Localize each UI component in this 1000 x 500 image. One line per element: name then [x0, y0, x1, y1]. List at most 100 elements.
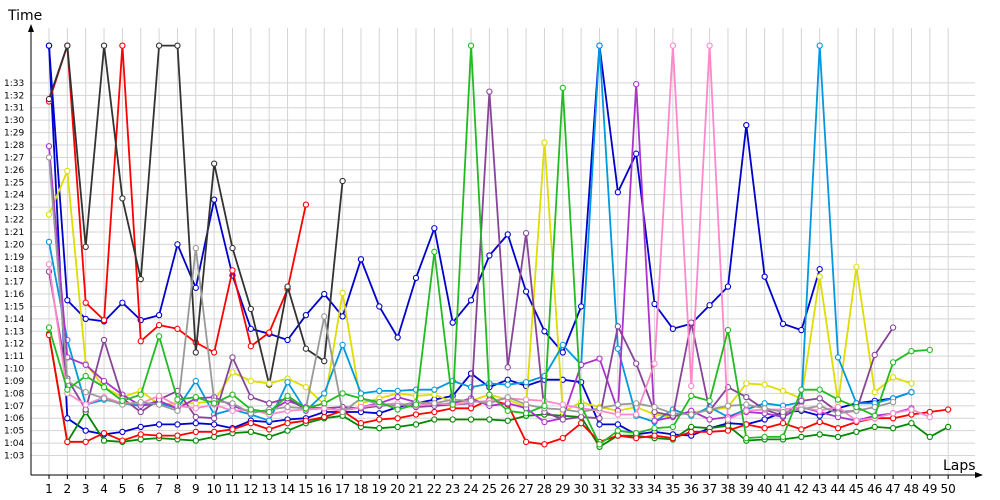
data-point: [155, 401, 163, 408]
data-point: [522, 288, 530, 295]
data-point: [192, 244, 199, 252]
data-point: [192, 377, 199, 385]
data-point: [614, 323, 621, 330]
x-tick-label: 10: [207, 482, 222, 496]
y-tick-labels: 1:03 1:04 1:05 1:06 1:07 1:08 1:09 1:10 1:11 1:12…: [4, 79, 24, 462]
data-point: [908, 420, 915, 427]
data-point: [651, 360, 658, 367]
y-tick-label: 1:33: [4, 79, 24, 89]
data-point: [412, 274, 420, 282]
y-tick-label: 1:29: [4, 129, 24, 139]
data-point: [688, 428, 695, 436]
data-point: [724, 416, 732, 423]
x-tick-label: 26: [500, 482, 515, 496]
data-point: [743, 393, 750, 401]
data-point: [449, 319, 456, 326]
data-point: [119, 437, 126, 444]
data-point: [119, 42, 126, 49]
data-point: [614, 421, 621, 428]
data-point: [816, 395, 823, 402]
data-point: [889, 324, 897, 331]
data-point: [339, 341, 346, 349]
data-point: [174, 325, 181, 332]
data-point: [45, 154, 53, 161]
series-3: [45, 330, 952, 450]
series-12: [45, 154, 897, 418]
data-point: [137, 338, 144, 345]
data-point: [266, 417, 273, 424]
data-point: [64, 415, 71, 422]
data-point: [633, 360, 640, 367]
data-point: [210, 415, 218, 422]
data-point: [284, 283, 291, 290]
data-point: [266, 329, 273, 336]
data-point: [614, 401, 621, 408]
data-point: [834, 403, 842, 411]
data-point: [889, 359, 897, 366]
data-point: [192, 413, 199, 421]
x-tick-label: 3: [82, 482, 90, 496]
data-point: [504, 381, 511, 388]
data-point: [82, 401, 89, 408]
data-point: [155, 312, 163, 319]
data-point: [486, 400, 493, 407]
data-point: [431, 248, 438, 255]
data-point: [467, 397, 475, 405]
data-point: [486, 391, 493, 398]
data-point: [706, 406, 713, 413]
data-point: [45, 238, 53, 246]
y-tick-label: 1:13: [4, 327, 24, 337]
data-point: [210, 349, 218, 356]
data-point: [229, 426, 236, 433]
y-tick-label: 1:12: [4, 340, 24, 350]
x-tick-label: 20: [390, 482, 405, 496]
data-point: [137, 431, 144, 438]
x-tick-label: 30: [574, 482, 589, 496]
data-point: [559, 84, 566, 92]
data-point: [816, 273, 823, 280]
data-point: [229, 400, 236, 407]
data-point: [321, 313, 328, 320]
data-point: [210, 421, 218, 428]
data-point: [155, 432, 163, 439]
data-point: [761, 405, 768, 412]
data-point: [816, 431, 823, 438]
x-tick-label: 24: [463, 482, 478, 496]
data-point: [266, 433, 273, 441]
data-point: [266, 426, 273, 433]
x-tick-label: 36: [684, 482, 699, 496]
data-point: [192, 349, 199, 356]
data-point: [376, 425, 383, 432]
data-point: [192, 428, 199, 436]
data-point: [541, 402, 548, 409]
y-tick-label: 1:03: [4, 452, 24, 462]
data-point: [100, 316, 108, 324]
y-tick-label: 1:10: [4, 365, 24, 375]
data-point: [321, 400, 328, 407]
data-point: [394, 334, 401, 341]
data-point: [357, 403, 365, 411]
data-point: [596, 42, 603, 49]
data-point: [45, 95, 53, 103]
data-point: [82, 427, 89, 434]
data-point: [779, 408, 787, 416]
data-point: [889, 425, 897, 432]
x-tick-label: 23: [445, 482, 460, 496]
data-point: [229, 407, 236, 414]
data-point: [431, 400, 438, 407]
data-point: [633, 429, 640, 437]
data-point: [651, 425, 658, 432]
data-point: [137, 408, 144, 416]
data-point: [798, 406, 805, 413]
x-tick-label: 41: [775, 482, 790, 496]
data-point: [394, 415, 401, 422]
data-point: [651, 417, 658, 424]
data-point: [247, 420, 254, 427]
x-tick-label: 12: [243, 482, 258, 496]
data-point: [504, 407, 511, 414]
data-point: [541, 139, 548, 146]
data-point: [82, 243, 89, 250]
data-point: [724, 427, 732, 434]
x-tick-label: 14: [280, 482, 295, 496]
data-point: [155, 42, 163, 49]
